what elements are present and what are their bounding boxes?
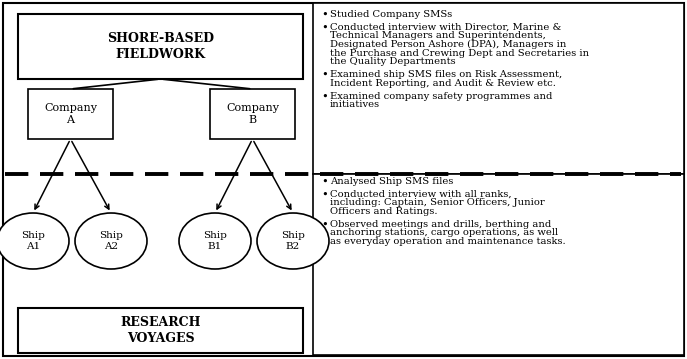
Text: Incident Reporting, and Audit & Review etc.: Incident Reporting, and Audit & Review e… (330, 79, 556, 88)
Text: Examined ship SMS files on Risk Assessment,: Examined ship SMS files on Risk Assessme… (330, 70, 562, 79)
Text: the Quality Departments: the Quality Departments (330, 57, 455, 66)
Text: Company
A: Company A (44, 103, 97, 125)
Text: Ship
B2: Ship B2 (281, 231, 305, 251)
Text: •: • (321, 190, 328, 200)
FancyBboxPatch shape (313, 174, 684, 355)
FancyBboxPatch shape (28, 89, 113, 139)
Text: Analysed Ship SMS files: Analysed Ship SMS files (330, 177, 453, 186)
FancyBboxPatch shape (18, 14, 303, 79)
Text: SHORE-BASED
FIELDWORK: SHORE-BASED FIELDWORK (107, 33, 214, 61)
Text: Studied Company SMSs: Studied Company SMSs (330, 10, 452, 19)
Text: Conducted interview with Director, Marine &: Conducted interview with Director, Marin… (330, 23, 561, 32)
Text: •: • (321, 23, 328, 33)
Text: Technical Managers and Superintendents,: Technical Managers and Superintendents, (330, 31, 546, 41)
FancyBboxPatch shape (313, 3, 684, 174)
FancyBboxPatch shape (210, 89, 295, 139)
Text: Officers and Ratings.: Officers and Ratings. (330, 207, 438, 216)
Text: •: • (321, 177, 328, 187)
Text: Examined company safety programmes and: Examined company safety programmes and (330, 92, 552, 101)
Text: as everyday operation and maintenance tasks.: as everyday operation and maintenance ta… (330, 237, 565, 246)
Ellipse shape (0, 213, 69, 269)
Text: •: • (321, 70, 328, 80)
Text: Observed meetings and drills, berthing and: Observed meetings and drills, berthing a… (330, 220, 551, 229)
FancyBboxPatch shape (3, 3, 684, 356)
Text: Company
B: Company B (226, 103, 279, 125)
Text: the Purchase and Crewing Dept and Secretaries in: the Purchase and Crewing Dept and Secret… (330, 49, 589, 58)
Ellipse shape (75, 213, 147, 269)
Text: including: Captain, Senior Officers, Junior: including: Captain, Senior Officers, Jun… (330, 199, 545, 208)
Text: Conducted interview with all ranks,: Conducted interview with all ranks, (330, 190, 512, 199)
Text: •: • (321, 92, 328, 102)
Ellipse shape (179, 213, 251, 269)
Text: •: • (321, 220, 328, 230)
Text: anchoring stations, cargo operations, as well: anchoring stations, cargo operations, as… (330, 228, 558, 238)
Text: Designated Person Ashore (DPA), Managers in: Designated Person Ashore (DPA), Managers… (330, 40, 566, 49)
Text: initiatives: initiatives (330, 100, 380, 109)
Text: •: • (321, 10, 328, 20)
Text: RESEARCH
VOYAGES: RESEARCH VOYAGES (120, 317, 201, 345)
Text: Ship
A1: Ship A1 (21, 231, 45, 251)
Text: Ship
A2: Ship A2 (99, 231, 123, 251)
Text: Ship
B1: Ship B1 (203, 231, 227, 251)
FancyBboxPatch shape (18, 308, 303, 353)
Ellipse shape (257, 213, 329, 269)
